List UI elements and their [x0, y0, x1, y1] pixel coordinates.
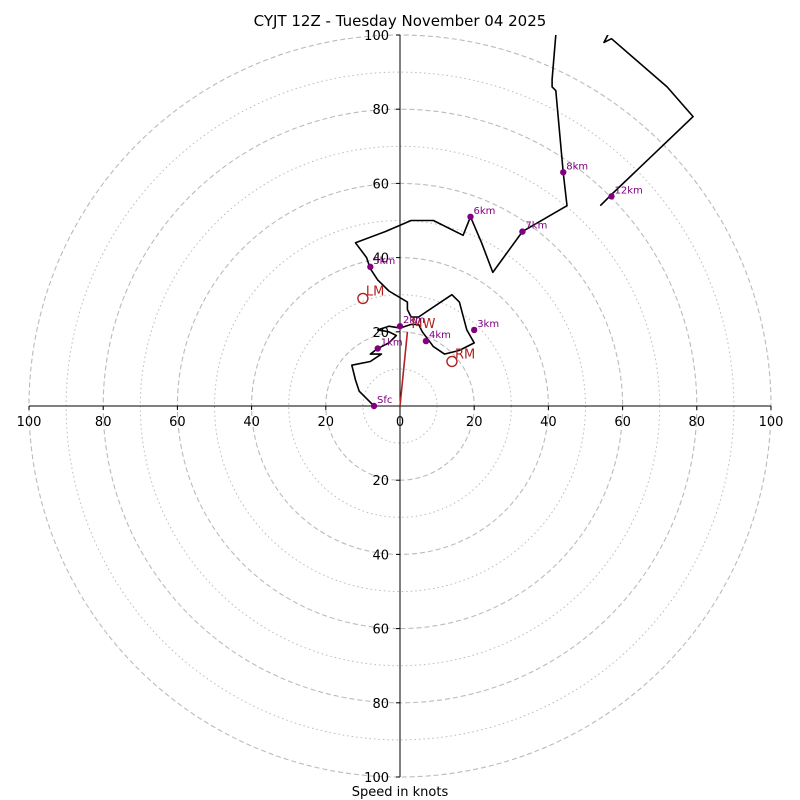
x-tick-label: 0 — [396, 415, 404, 430]
y-tick-label: 100 — [364, 29, 389, 44]
y-tick-label: 80 — [372, 697, 389, 712]
hodograph-trace-group — [351, 35, 694, 407]
height-marker-2km — [396, 323, 404, 330]
storm-motion-label-rm: RM — [455, 347, 475, 362]
x-tick-label: 60 — [169, 415, 186, 430]
x-tick-label: 80 — [689, 415, 706, 430]
y-tick-label: 100 — [364, 771, 389, 786]
y-tick-label: 20 — [372, 326, 389, 341]
height-marker-5km — [367, 263, 374, 271]
storm-motion-marker-rm — [446, 355, 458, 368]
height-label-sfc: Sfc — [377, 395, 392, 406]
height-marker-12km — [608, 193, 615, 200]
height-label-7km: 7km — [525, 221, 547, 232]
storm-motion-label-lm: LM — [366, 284, 384, 299]
height-marker-7km — [519, 228, 526, 235]
height-label-1km: 1km — [381, 337, 403, 348]
height-marker-4km — [422, 337, 430, 345]
x-tick-label: 80 — [95, 415, 112, 430]
y-tick-label: 60 — [372, 623, 389, 638]
height-label-6km: 6km — [473, 206, 495, 217]
x-tick-label: 40 — [540, 415, 557, 430]
x-axis-label: Speed in knots — [352, 785, 449, 800]
height-marker-1km — [374, 345, 381, 352]
chart-title: CYJT 12Z - Tuesday November 04 2025 — [254, 12, 547, 30]
x-tick-label: 20 — [318, 415, 335, 430]
y-tick-label: 20 — [372, 474, 389, 489]
height-marker-8km — [560, 169, 567, 176]
height-label-12km: 12km — [614, 185, 642, 196]
height-marker-sfc — [370, 402, 378, 410]
hodograph-trace — [351, 35, 694, 407]
height-label-8km: 8km — [566, 161, 588, 172]
height-label-2km: 2km — [403, 315, 425, 326]
x-tick-label: 100 — [17, 415, 42, 430]
y-tick-label: 80 — [372, 103, 389, 118]
x-tick-label: 40 — [243, 415, 260, 430]
x-tick-label: 60 — [614, 415, 631, 430]
x-tick-label: 20 — [466, 415, 483, 430]
storm-motion-marker-lm — [357, 292, 369, 305]
y-tick-label: 60 — [372, 177, 389, 192]
height-marker-6km — [467, 213, 474, 220]
height-marker-3km — [471, 326, 478, 334]
y-tick-labels: 100 80 60 40 20 20 40 60 80 100 — [364, 29, 400, 786]
x-tick-label: 100 — [759, 415, 784, 430]
mean-wind-label: MW — [411, 317, 435, 332]
x-tick-labels: 100 80 60 40 20 0 20 40 60 80 100 — [17, 406, 784, 430]
y-tick-label: 40 — [372, 548, 389, 563]
height-label-3km: 3km — [477, 319, 499, 330]
height-label-4km: 4km — [429, 330, 451, 341]
mean-wind-vector — [399, 331, 409, 407]
y-tick-label: 40 — [372, 252, 389, 267]
height-label-5km: 5km — [373, 256, 395, 267]
storm-motion-group: MW LM RM — [357, 284, 475, 407]
